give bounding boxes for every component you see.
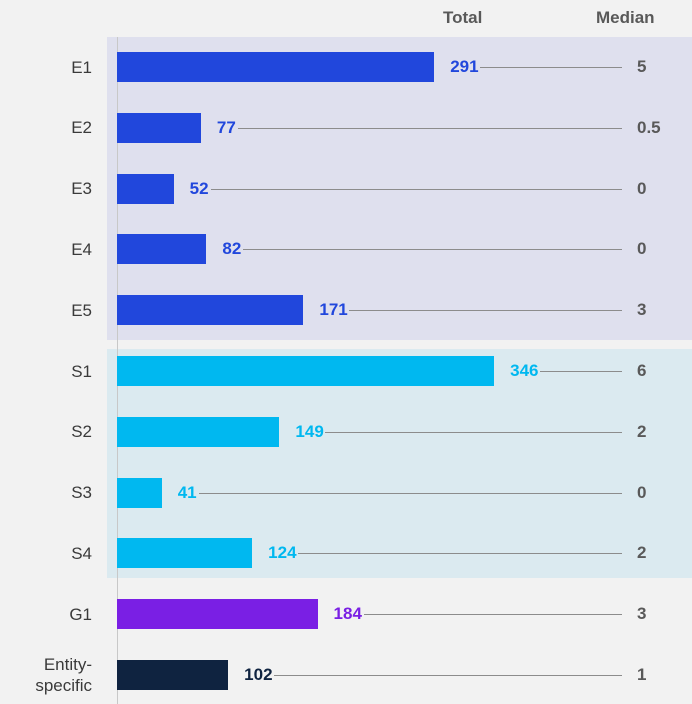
leader-line: [274, 675, 622, 676]
median-label: 0.5: [637, 117, 661, 137]
e-panel: [107, 37, 692, 340]
bar: [117, 112, 201, 143]
value-label: 124: [268, 543, 297, 563]
category-label: E2: [71, 118, 92, 138]
median-label: 2: [637, 421, 647, 441]
leader-line: [349, 310, 622, 312]
bar: [117, 599, 318, 630]
median-label: 0: [637, 178, 647, 198]
leader-line: [540, 371, 622, 372]
median-label: 0: [637, 482, 647, 502]
value-label: 102: [244, 665, 273, 684]
leader-line: [363, 614, 622, 616]
category-label: S2: [71, 422, 92, 442]
bar: [117, 234, 207, 265]
median-label: 2: [637, 543, 647, 563]
category-label: G1: [69, 604, 92, 624]
category-label: Entity-specific: [35, 655, 92, 695]
category-label: E4: [71, 239, 92, 259]
leader-line: [243, 249, 622, 251]
median-label: 3: [637, 300, 647, 320]
leader-line: [480, 67, 622, 68]
leader-line: [325, 431, 622, 433]
category-label: E3: [71, 179, 92, 199]
bar: [117, 538, 253, 569]
category-label: S1: [71, 361, 92, 381]
leader-line: [237, 127, 622, 129]
bar: [117, 477, 162, 508]
category-label: S4: [71, 543, 92, 563]
median-label: 0: [637, 239, 647, 259]
leader-line: [298, 553, 622, 555]
category-label: S3: [71, 483, 92, 503]
value-label: 149: [295, 421, 324, 441]
bar: [117, 416, 280, 447]
bar: [117, 660, 229, 690]
bar: [117, 173, 174, 204]
value-label: 41: [177, 482, 197, 502]
category-label: E1: [71, 57, 92, 77]
value-label: 346: [510, 361, 539, 380]
value-label: 171: [319, 300, 348, 320]
value-label: 184: [333, 604, 362, 624]
value-label: 291: [450, 57, 479, 76]
bar: [117, 356, 495, 386]
total-header: Total: [443, 8, 483, 27]
category-label: E5: [71, 300, 92, 320]
value-label: 52: [189, 178, 209, 198]
leader-line: [210, 188, 622, 190]
median-label: 5: [637, 57, 647, 76]
median-header: Median: [596, 8, 655, 27]
bar: [117, 295, 304, 326]
value-label: 82: [222, 239, 242, 259]
leader-line: [198, 492, 622, 494]
median-label: 3: [637, 604, 647, 624]
value-label: 77: [216, 117, 236, 137]
median-label: 1: [637, 665, 647, 684]
median-label: 6: [637, 361, 647, 380]
bar: [117, 52, 435, 82]
